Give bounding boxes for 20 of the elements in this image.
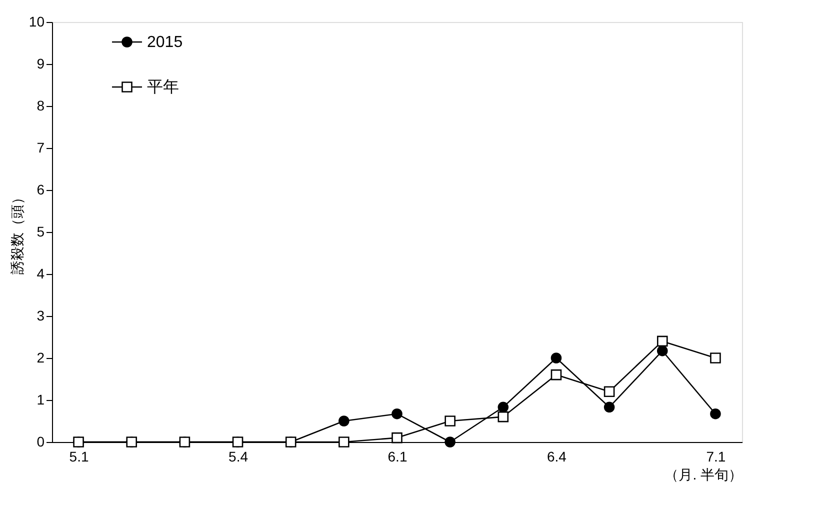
x-axis-title: （月. 半旬） xyxy=(664,466,742,482)
y-tick-label: 4 xyxy=(36,266,45,282)
y-axis-title: 誘殺数（頭） xyxy=(8,190,25,274)
x-tick-label: 6.4 xyxy=(546,448,567,464)
y-tick-label: 5 xyxy=(36,224,45,240)
y-tick-label: 2 xyxy=(36,350,45,366)
x-tick-label: 5.4 xyxy=(228,448,248,464)
y-tick-label: 0 xyxy=(36,434,45,450)
y-tick-label: 7 xyxy=(36,140,45,156)
legend-label: 2015 xyxy=(147,34,183,51)
x-tick-label: 5.1 xyxy=(69,448,89,464)
y-tick-label: 6 xyxy=(36,182,45,198)
y-tick-label: 3 xyxy=(36,308,45,324)
x-tick-label: 6.1 xyxy=(388,448,408,464)
y-tick-label: 8 xyxy=(36,98,45,114)
legend-label: 平年 xyxy=(147,79,179,96)
x-tick-label: 7.1 xyxy=(706,448,726,464)
y-tick-label: 9 xyxy=(36,56,45,72)
y-tick-label: 10 xyxy=(28,14,45,30)
y-tick-label: 1 xyxy=(36,392,45,408)
